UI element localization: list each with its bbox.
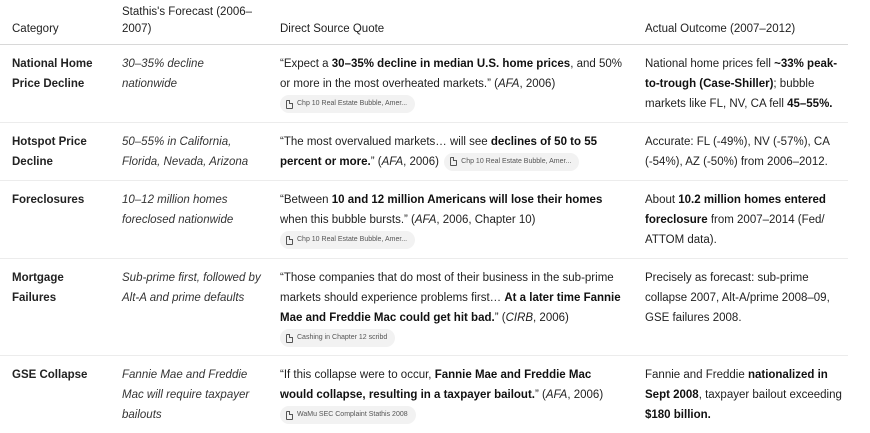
- forecast-cell: 50–55% in California, Florida, Nevada, A…: [110, 123, 268, 181]
- text-segment: when this bubble bursts.” (: [280, 214, 415, 226]
- text-segment: , 2006, Chapter 10): [436, 214, 535, 226]
- text-segment: 10 and 12 million Americans will lose th…: [332, 194, 603, 206]
- text-segment: $180 billion.: [645, 409, 711, 421]
- source-citation-chip[interactable]: Chp 10 Real Estate Bubble, Amer...: [280, 95, 415, 113]
- text-segment: 45–55%.: [787, 98, 832, 110]
- category-cell: Foreclosures: [0, 181, 110, 259]
- text-segment: AFA: [382, 156, 404, 168]
- header-category: Category: [0, 0, 110, 45]
- forecast-cell: 30–35% decline nationwide: [110, 45, 268, 123]
- category-cell: National Home Price Decline: [0, 45, 110, 123]
- document-icon: [286, 100, 293, 109]
- text-segment: ” (: [495, 312, 506, 324]
- source-label: Chp 10 Real Estate Bubble, Amer...: [461, 153, 571, 171]
- text-segment: ” (: [535, 389, 546, 401]
- source-citation-chip[interactable]: Chp 10 Real Estate Bubble, Amer...: [444, 153, 579, 171]
- category-cell: GSE Collapse: [0, 356, 110, 433]
- text-segment: , taxpayer bailout exceeding: [699, 389, 842, 401]
- table-header-row: Category Stathis's Forecast (2006–2007) …: [0, 0, 848, 45]
- text-segment: AFA: [546, 389, 568, 401]
- text-segment: “Expect a: [280, 58, 332, 70]
- document-icon: [286, 411, 293, 420]
- header-quote: Direct Source Quote: [268, 0, 633, 45]
- source-label: Chp 10 Real Estate Bubble, Amer...: [297, 95, 407, 113]
- outcome-cell: About 10.2 million homes entered foreclo…: [633, 181, 848, 259]
- text-segment: , 2006): [403, 156, 439, 168]
- text-segment: ” (: [371, 156, 382, 168]
- text-segment: AFA: [498, 78, 520, 90]
- source-label: Cashing in Chapter 12 scribd: [297, 329, 387, 347]
- source-citation-chip[interactable]: Chp 10 Real Estate Bubble, Amer...: [280, 231, 415, 249]
- outcome-cell: Accurate: FL (-49%), NV (-57%), CA (-54%…: [633, 123, 848, 181]
- source-citation-chip[interactable]: Cashing in Chapter 12 scribd: [280, 329, 395, 347]
- document-icon: [286, 236, 293, 245]
- text-segment: Precisely as forecast: sub-prime collaps…: [645, 272, 830, 324]
- text-segment: National home prices fell: [645, 58, 774, 70]
- text-segment: “Between: [280, 194, 332, 206]
- forecast-comparison-table: Category Stathis's Forecast (2006–2007) …: [0, 0, 848, 433]
- text-segment: , 2006): [519, 78, 555, 90]
- header-forecast: Stathis's Forecast (2006–2007): [110, 0, 268, 45]
- category-cell: Hotspot Price Decline: [0, 123, 110, 181]
- text-segment: , 2006): [533, 312, 569, 324]
- source-label: WaMu SEC Complaint Stathis 2008: [297, 406, 408, 424]
- text-segment: Accurate: FL (-49%), NV (-57%), CA (-54%…: [645, 136, 829, 168]
- quote-cell: “The most overvalued markets… will see d…: [268, 123, 633, 181]
- outcome-cell: National home prices fell ~33% peak-to-t…: [633, 45, 848, 123]
- text-segment: About: [645, 194, 678, 206]
- text-segment: AFA: [415, 214, 437, 226]
- document-icon: [286, 334, 293, 343]
- outcome-cell: Fannie and Freddie nationalized in Sept …: [633, 356, 848, 433]
- quote-cell: “If this collapse were to occur, Fannie …: [268, 356, 633, 433]
- text-segment: “The most overvalued markets… will see: [280, 136, 491, 148]
- forecast-cell: Fannie Mae and Freddie Mac will require …: [110, 356, 268, 433]
- outcome-cell: Precisely as forecast: sub-prime collaps…: [633, 259, 848, 356]
- text-segment: CIRB: [506, 312, 533, 324]
- text-segment: 30–35% decline in median U.S. home price…: [332, 58, 570, 70]
- text-segment: “If this collapse were to occur,: [280, 369, 435, 381]
- quote-cell: “Expect a 30–35% decline in median U.S. …: [268, 45, 633, 123]
- quote-cell: “Those companies that do most of their b…: [268, 259, 633, 356]
- text-segment: , 2006): [567, 389, 603, 401]
- document-icon: [450, 157, 457, 166]
- forecast-cell: 10–12 million homes foreclosed nationwid…: [110, 181, 268, 259]
- source-citation-chip[interactable]: WaMu SEC Complaint Stathis 2008: [280, 406, 416, 424]
- source-label: Chp 10 Real Estate Bubble, Amer...: [297, 231, 407, 249]
- header-outcome: Actual Outcome (2007–2012): [633, 0, 848, 45]
- text-segment: Fannie and Freddie: [645, 369, 748, 381]
- quote-cell: “Between 10 and 12 million Americans wil…: [268, 181, 633, 259]
- category-cell: Mortgage Failures: [0, 259, 110, 356]
- forecast-cell: Sub-prime first, followed by Alt-A and p…: [110, 259, 268, 356]
